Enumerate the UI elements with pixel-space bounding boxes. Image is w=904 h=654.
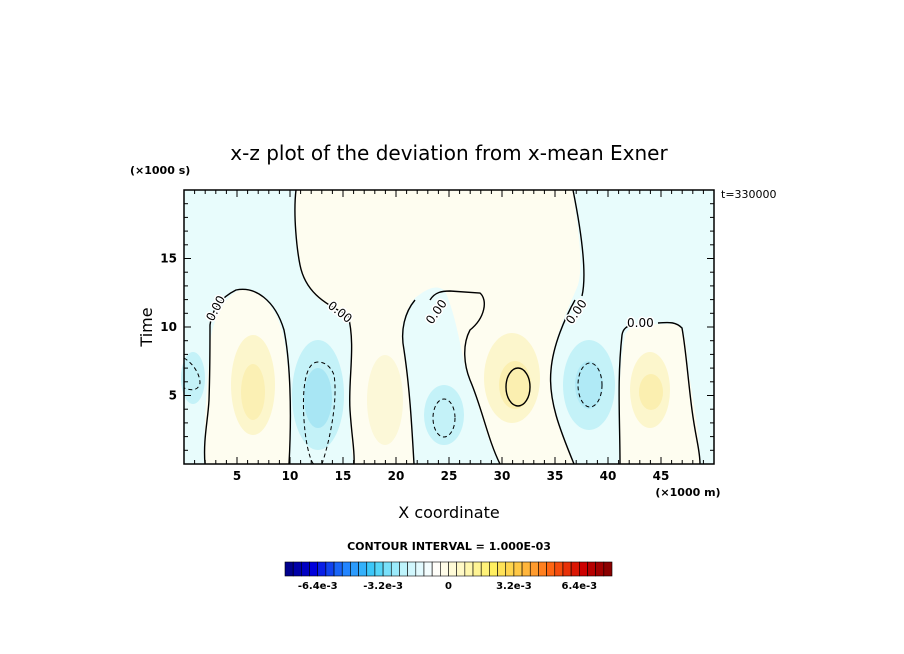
zero-contour [549, 299, 576, 465]
colorbar-swatch [382, 561, 392, 577]
colorbar-label: -6.4e-3 [298, 581, 338, 592]
colorbar-swatch [333, 561, 343, 577]
negative-blob [304, 368, 332, 428]
colorbar-swatch [301, 561, 310, 577]
colorbar-swatch [562, 561, 572, 577]
colorbar-swatch [521, 561, 531, 577]
y-axis: 5 10 15 [160, 189, 714, 465]
colorbar-swatch [546, 561, 556, 577]
colorbar-swatch [415, 561, 425, 577]
zero-contour [203, 288, 292, 465]
colorbar-swatch [341, 561, 351, 577]
time-stamp-label: t=330000 [721, 188, 777, 201]
colorbar-swatch [513, 561, 523, 577]
zero-contour [401, 299, 416, 465]
colorbar-swatch [292, 561, 302, 577]
colorbar-swatch [595, 561, 605, 577]
colorbar-swatch [554, 561, 564, 577]
colorbar-label: -3.2e-3 [363, 581, 403, 592]
colorbar-swatch [538, 561, 547, 577]
colorbar-swatch [587, 561, 596, 577]
x-tick-label: 45 [653, 469, 670, 483]
colorbar-swatch [350, 561, 359, 577]
colorbar-swatch [399, 561, 408, 577]
colorbar [284, 561, 613, 577]
colorbar-swatch [366, 561, 376, 577]
chart-title: x-z plot of the deviation from x-mean Ex… [230, 141, 668, 165]
colorbar-swatch [448, 561, 457, 577]
positive-blob [367, 355, 403, 445]
positive-blob [499, 361, 531, 409]
colorbar-swatch [309, 561, 318, 577]
colorbar-swatch [423, 561, 433, 577]
x-tick-label: 15 [335, 469, 352, 483]
colorbar-label: 3.2e-3 [496, 581, 532, 592]
negative-contour [577, 362, 603, 408]
contour-label: 0.00 [627, 316, 654, 330]
colorbar-label: 0 [445, 581, 452, 592]
x-tick-label: 10 [282, 469, 299, 483]
colorbar-swatch [472, 561, 482, 577]
x-tick-label: 35 [547, 469, 564, 483]
colorbar-swatch [464, 561, 474, 577]
colorbar-swatch [325, 561, 335, 577]
zero-contour [618, 325, 631, 465]
x-tick-label: 20 [388, 469, 405, 483]
negative-contour [183, 357, 201, 391]
colorbar-swatch [578, 561, 588, 577]
colorbar-swatch [407, 561, 417, 577]
zero-contour [572, 189, 585, 297]
x-tick-label: 25 [441, 469, 458, 483]
x-tick-label: 30 [494, 469, 511, 483]
plot-area: 0.00 0.00 0.00 0.00 0.00 [181, 189, 715, 465]
positive-contour [505, 367, 531, 407]
zero-contour [657, 321, 701, 465]
colorbar-swatch [317, 561, 327, 577]
x-tick-label: 5 [233, 469, 241, 483]
negative-blob [424, 385, 464, 445]
zero-contours [203, 189, 701, 465]
y-tick-label: 10 [160, 320, 177, 334]
colorbar-swatch [440, 561, 449, 577]
positive-blob [241, 364, 265, 420]
colorbar-swatch [480, 561, 490, 577]
x-axis: 5 10 15 20 25 30 35 40 45 [183, 190, 715, 483]
contour-interval-label: CONTOUR INTERVAL = 1.000E-03 [347, 540, 551, 553]
zero-contour [294, 189, 355, 465]
zero-contour [429, 290, 501, 465]
negative-blob [181, 352, 205, 404]
negative-contour [302, 361, 336, 465]
positive-blob [639, 374, 663, 410]
colorbar-swatch [570, 561, 580, 577]
colorbar-swatch [284, 561, 294, 577]
colorbar-swatch [529, 561, 539, 577]
x-tick-label: 40 [600, 469, 617, 483]
colorbar-swatch [505, 561, 515, 577]
negative-contours [183, 357, 603, 465]
y-tick-label: 15 [160, 252, 177, 266]
colorbar-swatch [489, 561, 498, 577]
colorbar-label: 6.4e-3 [561, 581, 597, 592]
colorbar-labels: -6.4e-3 -3.2e-3 0 3.2e-3 6.4e-3 [298, 581, 597, 592]
negative-contour [432, 398, 456, 438]
y-unit-label: (×1000 s) [130, 164, 190, 177]
colorbar-swatch [431, 561, 441, 577]
x-axis-label: X coordinate [398, 503, 499, 522]
negative-blob [575, 361, 603, 409]
y-tick-label: 5 [169, 389, 177, 403]
colorbar-swatch [456, 561, 466, 577]
colorbar-swatch [390, 561, 400, 577]
y-axis-label: Time [137, 307, 156, 347]
x-unit-label: (×1000 m) [655, 486, 720, 499]
colorbar-swatch [497, 561, 507, 577]
colorbar-swatch [603, 561, 613, 577]
colorbar-swatch [358, 561, 368, 577]
colorbar-swatch [374, 561, 384, 577]
